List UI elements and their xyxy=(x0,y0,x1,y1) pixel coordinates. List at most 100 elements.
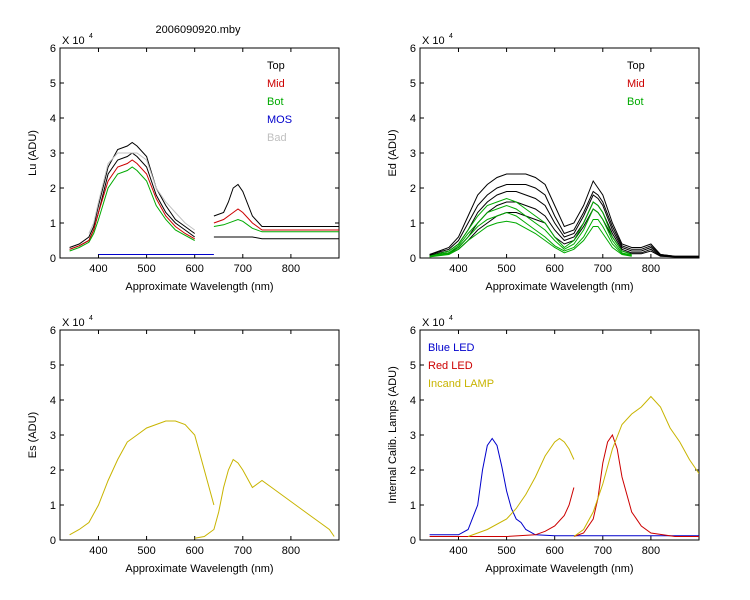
legend-entry: Bad xyxy=(267,132,287,144)
y-tick-label: 2 xyxy=(50,183,56,195)
series-line-bot xyxy=(429,197,632,257)
legend-entry: Mid xyxy=(267,78,285,90)
x-tick-label: 500 xyxy=(137,263,155,275)
y-tick-label: 1 xyxy=(410,500,416,512)
series-group xyxy=(69,420,335,539)
legend-entry: MOS xyxy=(267,114,292,126)
series-line-bot xyxy=(69,166,195,252)
series-line-bad xyxy=(88,152,195,234)
y-axis-label: Ed (ADU) xyxy=(387,129,399,176)
chart-es: 0 1 2 3 4 5 6 400 500 600 700 800 X 10 4 Approximate W… xyxy=(27,315,340,575)
x-tick-label: 800 xyxy=(642,545,660,557)
series-line-top xyxy=(69,141,195,248)
series-line-bot xyxy=(429,211,632,258)
plot-frame xyxy=(59,329,340,541)
plot-frame xyxy=(419,47,700,259)
y-tick-label: 0 xyxy=(410,253,416,265)
y-tick-label: 6 xyxy=(50,325,56,337)
y-tick-label: 3 xyxy=(50,148,56,160)
y-tick-label: 6 xyxy=(50,43,56,55)
chart-cal: 0 1 2 3 4 5 6 400 500 600 700 800 X 10 4 Approximate W… xyxy=(387,315,700,575)
series-line-top xyxy=(429,191,699,258)
y-tick-label: 0 xyxy=(50,535,56,547)
series-line-incand-lamp xyxy=(573,395,699,537)
series-group xyxy=(69,141,339,255)
series-line-bot xyxy=(429,204,632,257)
x-tick-label: 600 xyxy=(546,545,564,557)
y-tick-label: 4 xyxy=(410,113,416,125)
axis-multiplier: X 10 xyxy=(422,35,445,47)
x-tick-label: 700 xyxy=(234,545,252,557)
x-tick-label: 500 xyxy=(137,545,155,557)
y-tick-label: 1 xyxy=(50,218,56,230)
legend-entry: Blue LED xyxy=(428,342,475,354)
series-line-top xyxy=(429,184,699,257)
series-line-red-led xyxy=(429,487,575,537)
legend-entry: Top xyxy=(627,60,645,72)
series-line-top xyxy=(213,183,339,227)
x-axis-label: Approximate Wavelength (nm) xyxy=(125,563,273,575)
y-axis-label: Lu (ADU) xyxy=(27,130,39,176)
series-line-top xyxy=(429,173,699,257)
x-tick-label: 400 xyxy=(89,263,107,275)
series-line-bot xyxy=(429,220,632,258)
series-line-blue-led xyxy=(429,437,699,537)
series-line-mid xyxy=(69,159,195,250)
y-tick-label: 5 xyxy=(50,78,56,90)
y-tick-label: 3 xyxy=(410,430,416,442)
series-group xyxy=(429,173,699,258)
x-tick-label: 600 xyxy=(546,263,564,275)
y-tick-label: 4 xyxy=(410,395,416,407)
axis-multiplier: X 10 xyxy=(62,317,85,329)
x-tick-label: 500 xyxy=(497,263,515,275)
y-tick-label: 3 xyxy=(50,430,56,442)
x-tick-label: 400 xyxy=(449,263,467,275)
x-axis-label: Approximate Wavelength (nm) xyxy=(485,281,633,293)
x-tick-label: 500 xyxy=(497,545,515,557)
x-axis-label: Approximate Wavelength (nm) xyxy=(125,281,273,293)
chart-lu: 0 1 2 3 4 5 6 400 500 600 700 800 X 10 4 Approximate W… xyxy=(27,33,340,293)
y-tick-label: 4 xyxy=(50,395,56,407)
axis-multiplier-exponent: 4 xyxy=(89,315,93,322)
x-tick-label: 800 xyxy=(642,263,660,275)
y-tick-label: 2 xyxy=(410,183,416,195)
x-tick-label: 800 xyxy=(282,263,300,275)
axis-multiplier: X 10 xyxy=(422,317,445,329)
figure-title: 2006090920.mby xyxy=(155,24,241,36)
x-tick-label: 400 xyxy=(89,545,107,557)
y-tick-label: 3 xyxy=(410,148,416,160)
legend-entry: Red LED xyxy=(428,360,473,372)
axis-multiplier-exponent: 4 xyxy=(449,33,453,40)
y-tick-label: 5 xyxy=(410,78,416,90)
x-tick-label: 700 xyxy=(234,263,252,275)
axis-multiplier: X 10 xyxy=(62,35,85,47)
series-line-top xyxy=(429,208,699,258)
x-tick-label: 700 xyxy=(594,263,612,275)
y-axis-label: Internal Calib. Lamps (ADU) xyxy=(387,366,399,504)
x-tick-label: 700 xyxy=(594,545,612,557)
y-tick-label: 4 xyxy=(50,113,56,125)
y-tick-label: 2 xyxy=(50,465,56,477)
x-tick-label: 600 xyxy=(186,545,204,557)
legend-entry: Incand LAMP xyxy=(428,378,494,390)
legend-entry: Bot xyxy=(627,96,644,108)
y-tick-label: 0 xyxy=(410,535,416,547)
legend-entry: Bot xyxy=(267,96,284,108)
legend-entry: Mid xyxy=(627,78,645,90)
y-tick-label: 6 xyxy=(410,43,416,55)
y-axis-label: Es (ADU) xyxy=(27,412,39,458)
y-tick-label: 0 xyxy=(50,253,56,265)
y-tick-label: 5 xyxy=(410,360,416,372)
x-tick-label: 800 xyxy=(282,545,300,557)
x-tick-label: 600 xyxy=(186,263,204,275)
y-tick-label: 6 xyxy=(410,325,416,337)
legend-entry: Top xyxy=(267,60,285,72)
series-line-incand-lamp xyxy=(467,437,575,537)
series-group xyxy=(429,395,699,537)
axis-multiplier-exponent: 4 xyxy=(449,315,453,322)
y-tick-label: 5 xyxy=(50,360,56,372)
series-line-mid xyxy=(213,208,339,231)
series-line-top xyxy=(213,236,339,240)
